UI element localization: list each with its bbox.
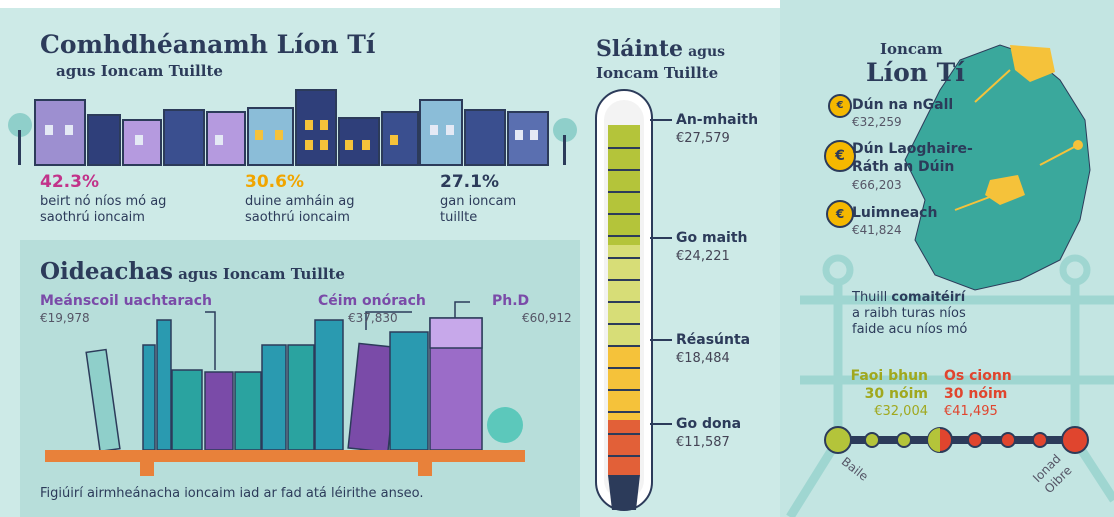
level-income: €27,579 xyxy=(676,131,730,146)
footnote: Figiúirí airmheánacha ioncaim iad ar fad… xyxy=(40,486,424,501)
commute-text: Thuill comaitéirí a raibh turas níos fai… xyxy=(852,290,968,337)
euro-icon: € xyxy=(826,200,854,228)
level-name: Meánscoil uachtarach xyxy=(40,293,212,309)
group-income: €41,495 xyxy=(944,404,998,419)
stat-label: gan ioncam tuillte xyxy=(440,194,517,225)
area-income: €32,259 xyxy=(852,115,902,129)
level-name: Ph.D xyxy=(492,293,530,309)
level-income: €11,587 xyxy=(676,435,730,450)
level-income: €60,912 xyxy=(522,311,572,325)
group-label: Faoi bhun xyxy=(850,368,928,384)
level-income: €37,830 xyxy=(348,311,398,325)
title: Oideachas xyxy=(40,258,173,285)
level-name: Go maith xyxy=(676,230,748,246)
level-income: €18,484 xyxy=(676,351,730,366)
level-name: Céim onórach xyxy=(318,293,426,309)
group-label: 30 nóim xyxy=(864,386,928,402)
level-name: An-mhaith xyxy=(676,112,759,128)
level-name: Réasúnta xyxy=(676,332,751,348)
title-suffix: agus Ioncam Tuillte xyxy=(178,265,345,283)
group-label: 30 nóim xyxy=(944,386,1008,402)
title-small: Ioncam xyxy=(880,40,943,58)
area-income: €41,824 xyxy=(852,223,902,237)
title-suffix: agus xyxy=(688,44,726,60)
level-income: €24,221 xyxy=(676,249,730,264)
level-income: €19,978 xyxy=(40,311,90,325)
title: Comhdhéanamh Líon Tí xyxy=(40,30,376,59)
level-name: Go dona xyxy=(676,416,742,432)
euro-icon: € xyxy=(824,140,856,172)
stat-value: 30.6% xyxy=(245,172,304,192)
stat-label: beirt nó níos mó ag saothrú ioncaim xyxy=(40,194,167,225)
subtitle: Ioncam Tuillte xyxy=(596,64,719,82)
euro-icon: € xyxy=(828,94,852,118)
area-income: €66,203 xyxy=(852,178,902,192)
group-income: €32,004 xyxy=(874,404,928,419)
group-label: Os cionn xyxy=(944,368,1012,384)
title: Líon Tí xyxy=(866,58,965,87)
area-name: Dún Laoghaire-Ráth an Dúin xyxy=(852,141,973,175)
area-name: Dún na nGall xyxy=(852,97,954,113)
title: Sláinte xyxy=(596,36,684,62)
stat-label: duine amháin ag saothrú ioncaim xyxy=(245,194,355,225)
area-name: Luimneach xyxy=(852,205,938,221)
stat-value: 27.1% xyxy=(440,172,499,192)
subtitle: agus Ioncam Tuillte xyxy=(56,62,223,80)
stat-value: 42.3% xyxy=(40,172,99,192)
